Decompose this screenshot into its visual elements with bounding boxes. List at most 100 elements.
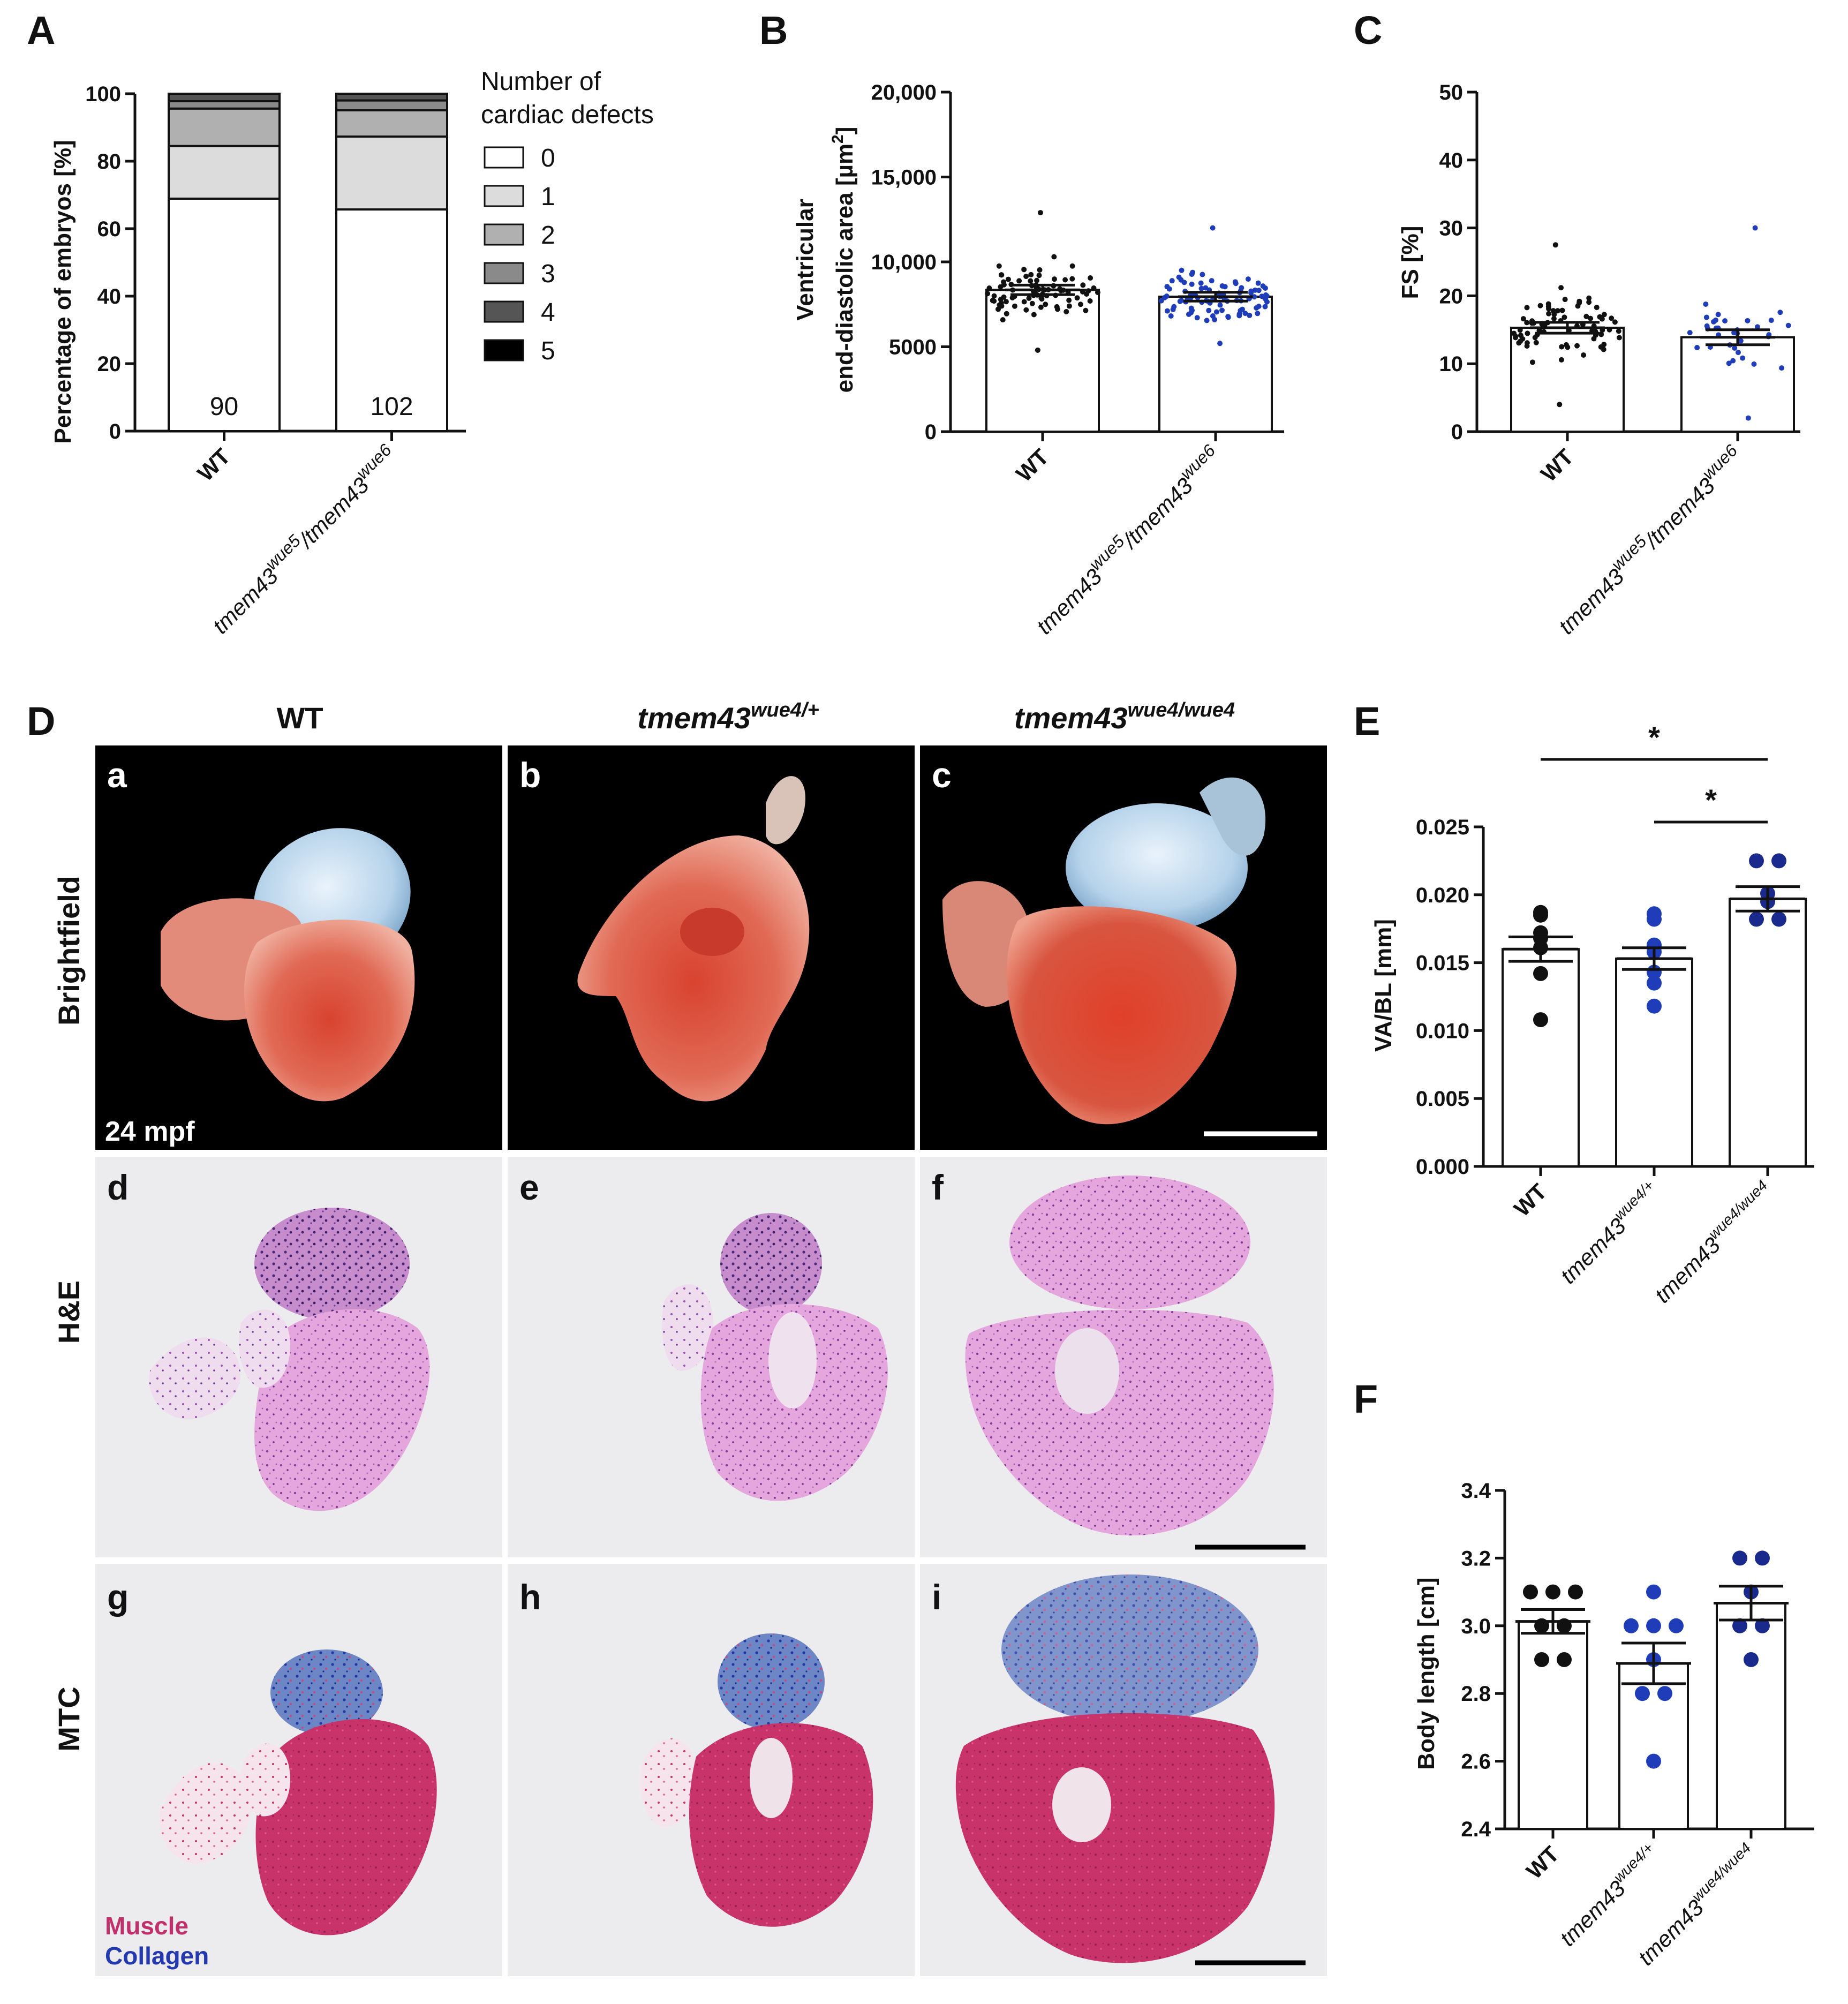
chart-e-bar — [1615, 957, 1693, 1167]
panel-b: B Ventricular end-diastolic area [µm2] 0… — [759, 8, 1284, 639]
chart-e-category-gene: tmem43 — [1650, 1232, 1725, 1308]
chart-e-data-point — [1771, 853, 1786, 869]
chart-e-y-tick-label: 0.025 — [1416, 816, 1469, 839]
chart-f-data-point — [1646, 1753, 1661, 1769]
image-label-h: h — [519, 1577, 541, 1617]
chart-c-data-point — [1575, 303, 1581, 309]
chart-c-data-point — [1559, 307, 1565, 313]
chart-c-data-point — [1559, 344, 1565, 350]
legend-swatch — [484, 146, 524, 169]
chart-c-y-tick-label: 0 — [1451, 420, 1463, 444]
panel-letter-b: B — [759, 8, 788, 52]
chart-b-ylabel-end: ] — [832, 127, 858, 135]
chart-b-data-point — [1052, 276, 1058, 282]
age-label: 24 mpf — [105, 1116, 195, 1147]
chart-c-data-point — [1694, 345, 1700, 351]
chart-c-category-label: WT — [1536, 444, 1579, 487]
chart-b-data-point — [1166, 286, 1172, 292]
column-title-mut-gene: tmem43 — [1014, 701, 1128, 735]
chart-e-data-point — [1647, 911, 1662, 927]
chart-b-data-point — [1021, 267, 1027, 273]
chart-c-data-point — [1533, 340, 1539, 345]
chart-b-data-point — [1255, 280, 1261, 286]
chart-a-bar-segment — [335, 135, 448, 211]
chart-c-data-point — [1740, 355, 1746, 361]
chart-b-data-point — [1247, 312, 1253, 318]
chart-e-data-point — [1749, 911, 1764, 927]
chart-b-data-point — [998, 297, 1004, 303]
stain-legend-muscle: Muscle — [105, 1912, 188, 1940]
chart-b-data-point — [1028, 278, 1034, 284]
chart-f-data-point — [1557, 1652, 1572, 1667]
chart-f-data-point — [1534, 1652, 1549, 1667]
chart-c-data-point — [1768, 318, 1774, 323]
chart-b-data-point — [1248, 288, 1254, 294]
chart-e-bar — [1729, 898, 1807, 1167]
chart-e-category-label: WT — [1509, 1179, 1552, 1222]
chart-b-data-point — [1198, 285, 1204, 291]
chart-c-data-point — [1562, 314, 1567, 320]
chart-a-category-label: tmem43wue5/tmem43wue6 — [204, 440, 403, 639]
chart-c-category-gene: tmem43 — [1645, 473, 1720, 548]
chart-b-data-point — [995, 306, 1001, 312]
chart-c-data-point — [1609, 315, 1615, 321]
chart-b-data-point — [1029, 300, 1035, 306]
column-title-mut: tmem43wue4/wue4 — [1014, 699, 1235, 735]
chart-e-data-point — [1533, 907, 1548, 923]
chart-a-legend: Number of cardiac defects 0 1 2 3 4 5 — [481, 67, 654, 365]
chart-c-data-point — [1616, 328, 1621, 334]
panel-e: E VA/BL [mm] 0.000 0.005 0.010 0.015 0.020 0.… — [1354, 699, 1814, 1308]
panel-d: D WT tmem43wue4/+ tmem43wue4/wue4 Bright… — [27, 699, 1327, 1976]
chart-b-data-point — [996, 263, 1002, 269]
chart-e-plot: 0.0000.0050.0100.0150.0200.025WTtmem43wu… — [1416, 720, 1814, 1308]
chart-b-data-point — [990, 298, 995, 304]
chart-f-y-tick-label: 2.4 — [1461, 1818, 1491, 1841]
image-f-mut-he: f — [920, 1157, 1327, 1557]
chart-c-data-point — [1715, 312, 1721, 318]
chart-c-data-point — [1687, 330, 1693, 336]
image-b-het-brightfield: b — [508, 745, 915, 1150]
chart-b-data-point — [1264, 299, 1270, 305]
chart-b-data-point — [1028, 272, 1034, 277]
panel-letter-c: C — [1354, 8, 1382, 52]
chart-c-data-point — [1612, 319, 1618, 325]
chart-c-data-point — [1524, 320, 1530, 326]
chart-a-bar-segment — [168, 197, 281, 432]
chart-b-bar — [985, 289, 1100, 433]
chart-b-category-gene: tmem43 — [1031, 564, 1107, 639]
chart-e-category-label: tmem43wue4/+ — [1553, 1177, 1665, 1289]
chart-b-data-point — [1233, 281, 1239, 287]
chart-a-bar-segment — [335, 109, 448, 138]
chart-b-data-point — [1194, 315, 1200, 321]
panel-letter-e: E — [1354, 699, 1380, 743]
chart-b-data-point — [1063, 308, 1069, 314]
chart-b-data-point — [1225, 314, 1231, 320]
legend-title-line1: Number of — [481, 67, 601, 96]
chart-b-data-point — [1245, 276, 1251, 282]
chart-f-category-gene: tmem43 — [1555, 1876, 1630, 1952]
legend-title-line2: cardiac defects — [481, 101, 654, 129]
legend-swatch — [484, 262, 524, 284]
panel-letter-d: D — [27, 699, 55, 743]
legend-label: 2 — [541, 221, 555, 250]
legend-swatch — [484, 300, 524, 323]
legend-swatch — [484, 185, 524, 207]
chart-f-y-tick-label: 3.2 — [1461, 1547, 1491, 1570]
chart-a-ylabel: Percentage of embryos [%] — [50, 140, 76, 443]
chart-b-data-point — [1036, 273, 1042, 278]
chart-b-data-point — [998, 272, 1004, 278]
chart-c-data-point — [1537, 303, 1543, 308]
chart-a-y-tick-label: 40 — [97, 285, 122, 308]
chart-c-data-point — [1563, 342, 1569, 348]
chart-c-data-point — [1598, 344, 1604, 350]
chart-e-data-point — [1647, 975, 1662, 991]
chart-c-y-tick-label: 30 — [1439, 217, 1464, 240]
image-label-e: e — [519, 1167, 539, 1207]
chart-b-data-point — [1080, 282, 1086, 288]
chart-a-bar-segment — [168, 93, 281, 102]
chart-e-data-point — [1533, 1012, 1548, 1028]
chart-a-y-tick-label: 80 — [97, 150, 122, 174]
chart-c-data-point — [1558, 357, 1564, 363]
chart-f-data-point — [1624, 1618, 1639, 1633]
chart-a-category-gene: tmem43 — [208, 563, 283, 639]
